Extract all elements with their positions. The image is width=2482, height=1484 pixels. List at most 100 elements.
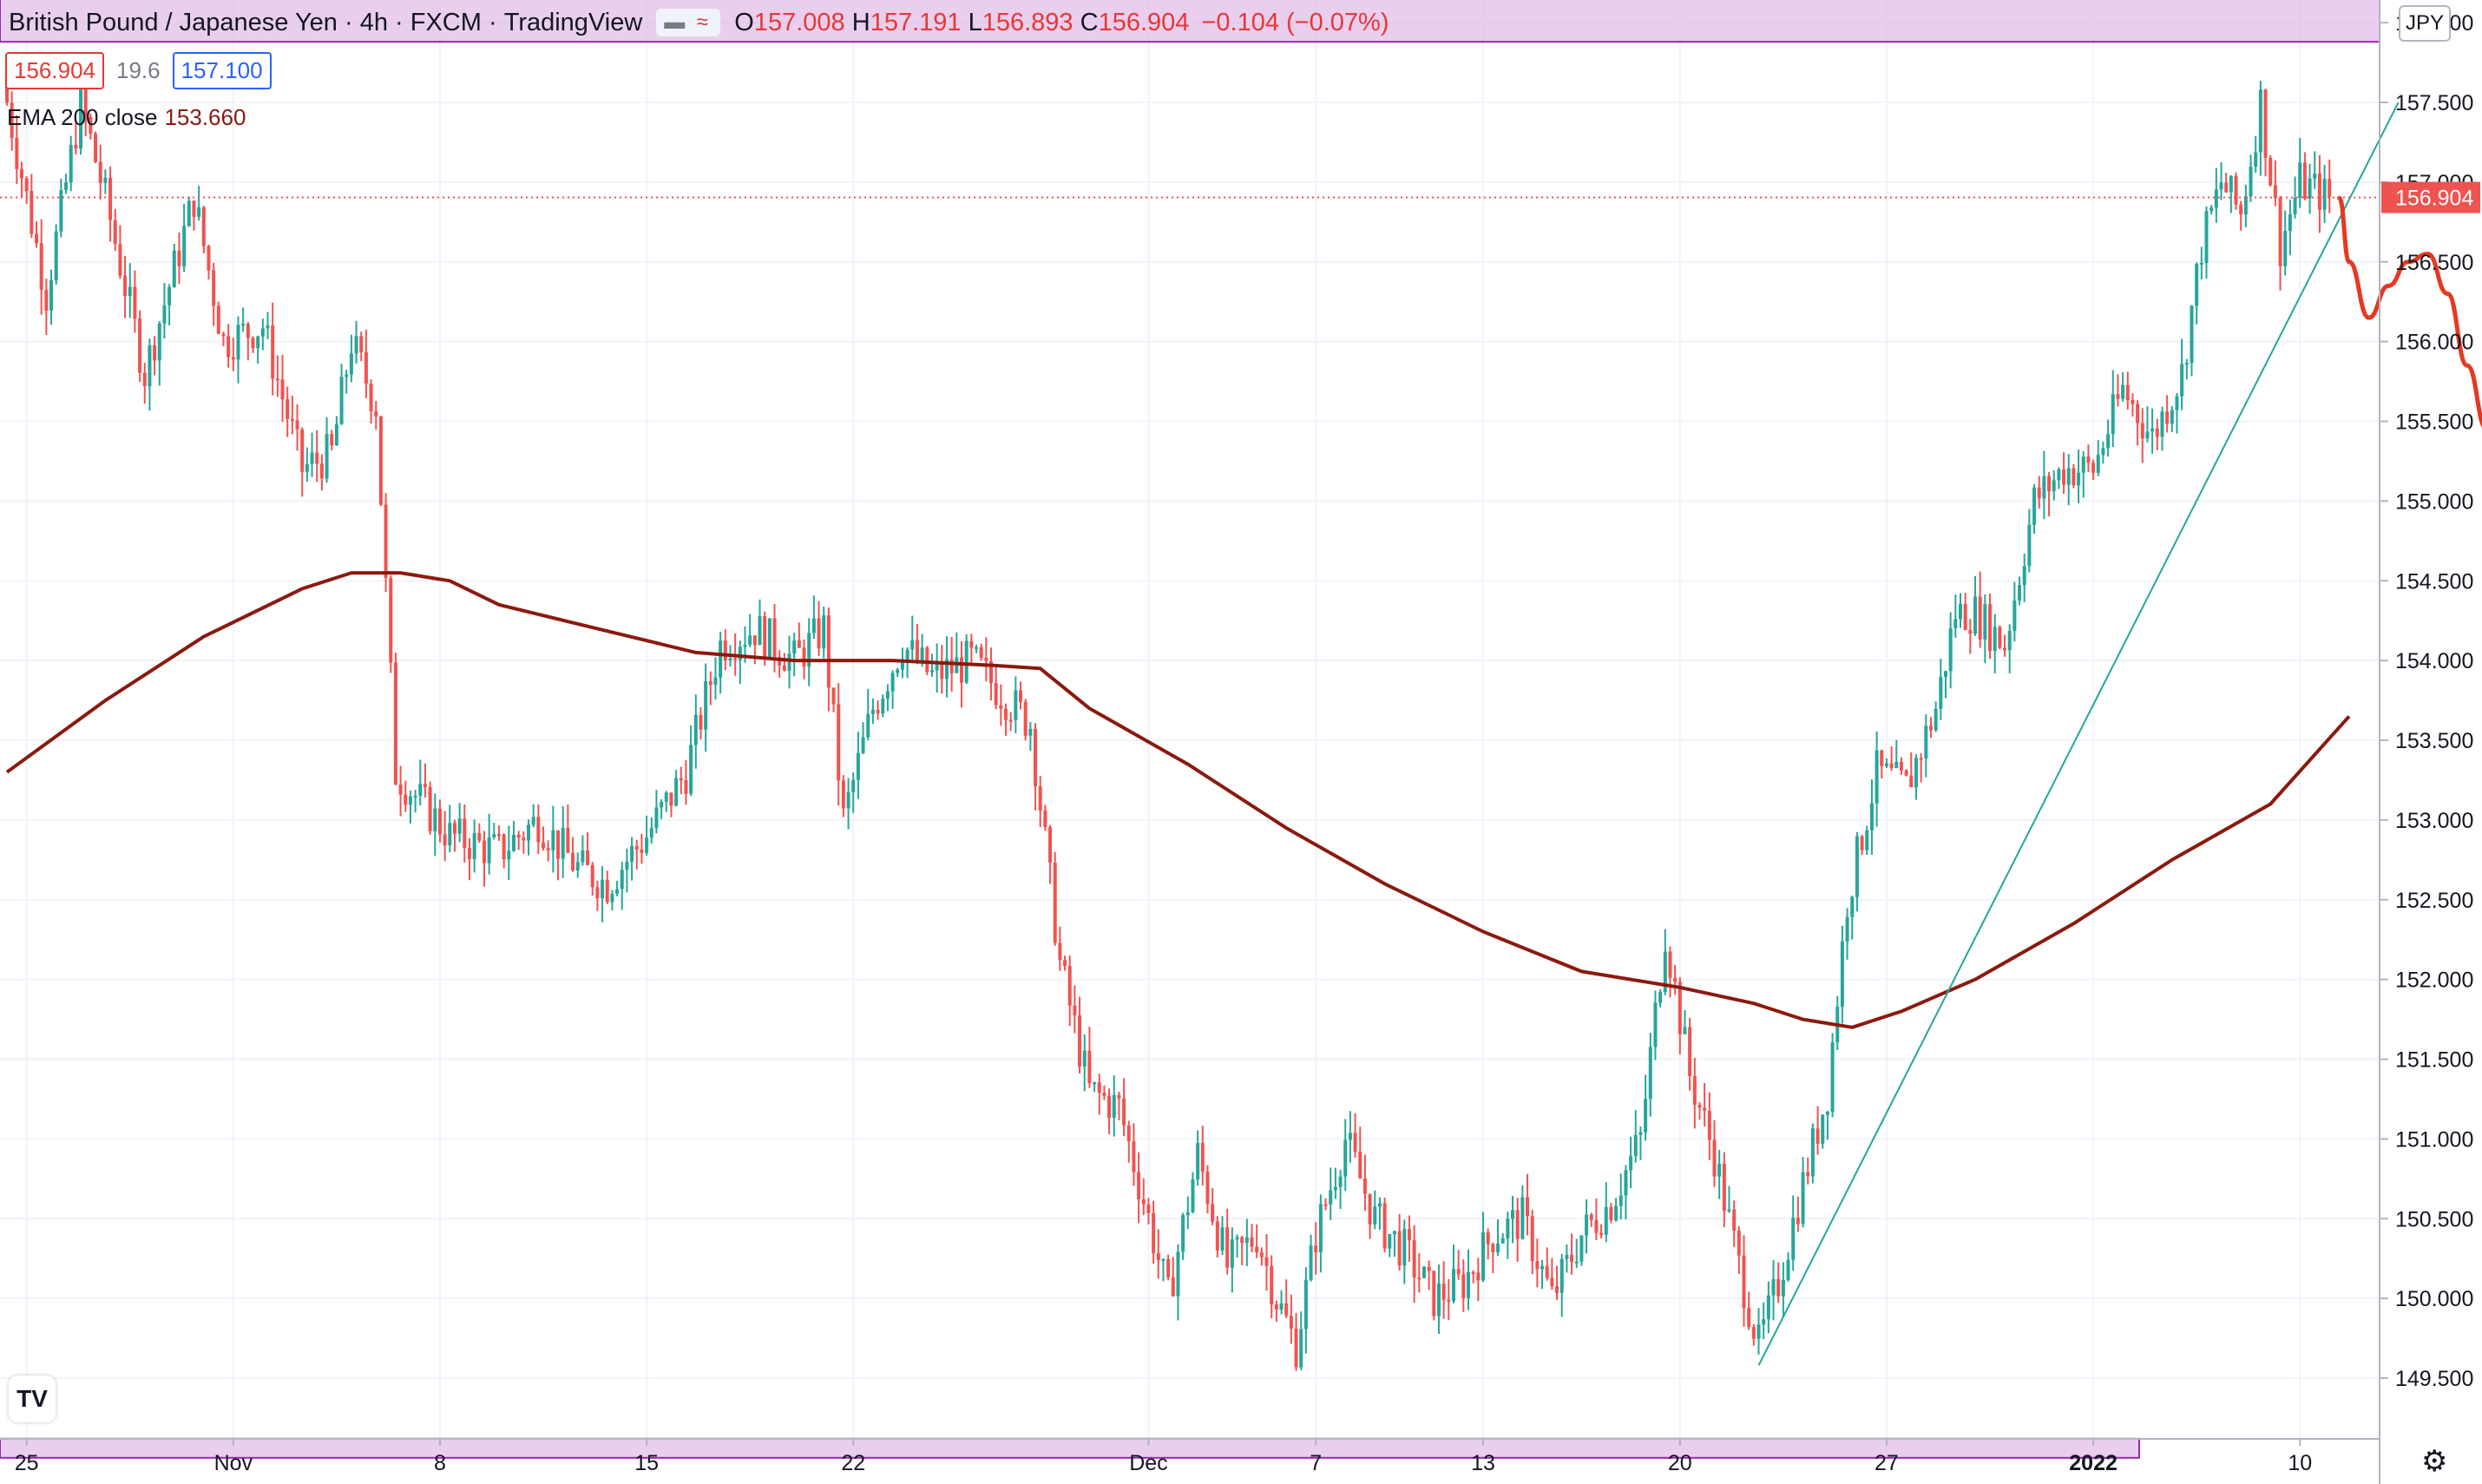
candle-body xyxy=(94,134,98,162)
ema-value: 153.660 xyxy=(164,104,246,130)
minus-icon[interactable]: ▬ xyxy=(664,10,686,34)
candle-body xyxy=(2219,182,2223,190)
candle-body xyxy=(207,246,211,271)
candle-body xyxy=(1432,1271,1436,1317)
candle-body xyxy=(2145,431,2150,439)
candle-body xyxy=(1609,1206,1613,1221)
candle-body xyxy=(586,850,590,865)
candle-body xyxy=(811,618,816,634)
candle-body xyxy=(2013,600,2017,631)
resistance-zone[interactable] xyxy=(0,0,2380,43)
sell-price-button[interactable]: 156.904 xyxy=(5,51,104,89)
candle-body xyxy=(378,416,383,505)
last-price-badge xyxy=(2381,181,2480,213)
candle-body xyxy=(300,429,305,472)
ema-legend[interactable]: EMA 200 close 153.660 xyxy=(7,104,246,131)
gear-icon[interactable]: ⚙ xyxy=(2421,1445,2448,1478)
candle-body xyxy=(792,640,797,654)
candle-body xyxy=(44,290,49,312)
candle-body xyxy=(822,615,826,649)
candle-body xyxy=(1082,1050,1087,1067)
candle-body xyxy=(654,807,659,829)
candle-body xyxy=(542,842,546,849)
candle-body xyxy=(1019,690,1023,702)
candle-body xyxy=(949,659,954,673)
candle-body xyxy=(103,177,108,183)
currency-button[interactable]: JPY xyxy=(2399,5,2451,42)
price-tick-label: 156.000 xyxy=(2395,331,2473,355)
tradingview-logo-icon[interactable]: TV xyxy=(9,1376,56,1422)
ema-200-line[interactable] xyxy=(5,571,2351,1029)
candle-body xyxy=(1402,1229,1407,1266)
candle-body xyxy=(212,270,216,306)
candle-body xyxy=(669,792,673,806)
candle-body xyxy=(876,709,880,714)
candle-body xyxy=(2175,396,2179,410)
candle-body xyxy=(640,849,644,853)
price-tick-label: 153.500 xyxy=(2395,729,2473,753)
candle-body xyxy=(2229,175,2233,193)
candle-body xyxy=(689,745,693,794)
candle-body xyxy=(1028,728,1033,736)
candle-body xyxy=(1259,1252,1264,1257)
candle-body xyxy=(1894,761,1899,769)
candle-body xyxy=(1585,1214,1589,1236)
trend-line[interactable] xyxy=(1757,102,2400,1366)
candle-body xyxy=(24,178,29,192)
candle-body xyxy=(1594,1219,1599,1233)
candle-body xyxy=(625,861,629,870)
candle-body xyxy=(1574,1261,1579,1264)
candle-body xyxy=(1821,1114,1825,1144)
wave-icon[interactable]: ≈ xyxy=(696,10,708,34)
candle-body xyxy=(1599,1232,1604,1235)
candle-body xyxy=(79,85,83,149)
candle-body xyxy=(1093,1082,1097,1085)
candle-body xyxy=(349,353,353,375)
candle-body xyxy=(1407,1229,1411,1241)
candle-body xyxy=(2170,410,2174,424)
candle-body xyxy=(1993,627,1997,651)
candle-body xyxy=(138,318,142,373)
candle-body xyxy=(1589,1214,1593,1220)
candle-body xyxy=(1343,1139,1348,1177)
candle-body xyxy=(1810,1128,1815,1177)
candle-body xyxy=(1073,1005,1077,1016)
interval-label[interactable]: 4h xyxy=(359,8,388,36)
candle-body xyxy=(2116,394,2120,399)
candle-body xyxy=(1545,1265,1549,1278)
candle-body xyxy=(1441,1284,1446,1300)
candle-body xyxy=(497,834,501,837)
candle-body xyxy=(610,893,614,903)
candle-body xyxy=(1565,1254,1569,1259)
projection-path[interactable] xyxy=(2337,195,2482,501)
candle-body xyxy=(133,286,137,319)
candle-body xyxy=(772,618,777,657)
candle-body xyxy=(1762,1319,1766,1325)
candle-body xyxy=(1152,1212,1156,1254)
candle-body xyxy=(630,846,634,862)
candle-body xyxy=(1540,1265,1545,1270)
candle-body xyxy=(463,818,467,849)
candle-body xyxy=(551,830,555,850)
candle-body xyxy=(634,846,639,850)
candle-body xyxy=(595,887,600,899)
symbol-title[interactable]: British Pound / Japanese Yen xyxy=(9,8,338,36)
candle-body xyxy=(752,635,757,646)
price-tick-label: 151.000 xyxy=(2395,1127,2473,1152)
candle-body xyxy=(1751,1327,1756,1339)
support-zone[interactable] xyxy=(0,1437,2140,1459)
candle-body xyxy=(1526,1197,1530,1217)
candle-body xyxy=(15,137,19,169)
candle-body xyxy=(59,190,63,232)
candle-body xyxy=(1717,1164,1722,1177)
legend-toggle-group[interactable]: ▬ ≈ xyxy=(656,9,721,36)
low-value: 156.893 xyxy=(982,8,1074,36)
price-tick-label: 152.500 xyxy=(2395,889,2473,913)
candle-body xyxy=(1417,1277,1422,1280)
candle-body xyxy=(1884,763,1888,766)
candle-body xyxy=(1412,1240,1416,1278)
candle-body xyxy=(1511,1210,1515,1219)
buy-price-button[interactable]: 157.100 xyxy=(172,51,272,89)
